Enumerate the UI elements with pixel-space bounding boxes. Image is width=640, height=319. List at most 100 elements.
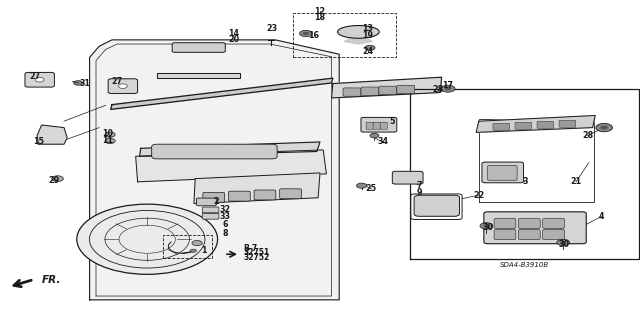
Text: 15: 15 xyxy=(33,137,44,146)
Circle shape xyxy=(596,123,612,132)
Circle shape xyxy=(303,32,309,35)
FancyBboxPatch shape xyxy=(482,162,524,183)
FancyBboxPatch shape xyxy=(361,117,397,132)
Circle shape xyxy=(370,133,379,138)
FancyBboxPatch shape xyxy=(108,79,138,93)
Circle shape xyxy=(77,204,218,274)
Circle shape xyxy=(365,45,375,50)
FancyBboxPatch shape xyxy=(203,192,225,202)
FancyBboxPatch shape xyxy=(280,189,301,199)
FancyBboxPatch shape xyxy=(228,191,250,201)
Circle shape xyxy=(484,225,489,227)
Text: 27: 27 xyxy=(111,77,123,86)
Text: 28: 28 xyxy=(582,131,593,140)
FancyBboxPatch shape xyxy=(392,171,423,184)
Text: 32: 32 xyxy=(220,205,231,214)
Text: 21: 21 xyxy=(570,177,582,186)
FancyBboxPatch shape xyxy=(493,123,509,130)
Text: 24: 24 xyxy=(362,47,374,56)
Text: 18: 18 xyxy=(314,13,326,22)
Circle shape xyxy=(356,183,367,188)
Polygon shape xyxy=(136,150,326,182)
Circle shape xyxy=(557,239,570,246)
Ellipse shape xyxy=(338,26,380,38)
FancyBboxPatch shape xyxy=(254,190,276,200)
Circle shape xyxy=(480,223,493,229)
FancyBboxPatch shape xyxy=(379,86,397,94)
Text: 34: 34 xyxy=(377,137,388,146)
Polygon shape xyxy=(344,39,372,44)
FancyBboxPatch shape xyxy=(543,219,564,228)
FancyBboxPatch shape xyxy=(25,72,54,87)
Text: 11: 11 xyxy=(102,137,113,145)
Circle shape xyxy=(561,241,566,244)
Text: 19: 19 xyxy=(362,31,374,40)
Text: 27: 27 xyxy=(29,72,41,81)
Text: 6: 6 xyxy=(223,220,228,229)
Text: 32752: 32752 xyxy=(243,253,269,262)
Text: 28: 28 xyxy=(433,85,444,94)
Text: 8: 8 xyxy=(223,229,228,238)
Text: 7: 7 xyxy=(417,181,422,189)
FancyBboxPatch shape xyxy=(537,121,554,128)
Text: 17: 17 xyxy=(442,81,454,90)
FancyBboxPatch shape xyxy=(343,88,361,96)
Text: 31: 31 xyxy=(79,79,91,88)
FancyBboxPatch shape xyxy=(414,195,460,216)
FancyBboxPatch shape xyxy=(518,230,540,240)
Text: 30: 30 xyxy=(482,223,493,232)
FancyBboxPatch shape xyxy=(152,144,277,159)
FancyBboxPatch shape xyxy=(196,198,216,206)
Polygon shape xyxy=(140,142,320,156)
FancyBboxPatch shape xyxy=(172,43,225,52)
Text: 14: 14 xyxy=(228,29,239,38)
FancyBboxPatch shape xyxy=(494,230,516,240)
FancyBboxPatch shape xyxy=(380,122,387,129)
Polygon shape xyxy=(37,125,67,144)
Text: 20: 20 xyxy=(228,35,239,44)
Text: 1: 1 xyxy=(201,246,206,255)
Text: FR.: FR. xyxy=(42,275,61,285)
Polygon shape xyxy=(90,40,339,300)
FancyBboxPatch shape xyxy=(202,207,219,213)
Circle shape xyxy=(600,126,608,130)
FancyBboxPatch shape xyxy=(397,85,415,93)
Circle shape xyxy=(105,132,115,137)
Polygon shape xyxy=(332,77,442,98)
Text: 5: 5 xyxy=(389,117,394,126)
FancyBboxPatch shape xyxy=(488,166,517,180)
FancyBboxPatch shape xyxy=(559,120,576,127)
FancyBboxPatch shape xyxy=(202,213,219,219)
Circle shape xyxy=(445,87,451,90)
FancyBboxPatch shape xyxy=(494,219,516,228)
FancyBboxPatch shape xyxy=(361,87,379,95)
Polygon shape xyxy=(157,73,240,78)
FancyBboxPatch shape xyxy=(366,122,373,129)
Polygon shape xyxy=(194,173,320,204)
Text: 2: 2 xyxy=(214,197,219,206)
Text: 10: 10 xyxy=(102,129,113,138)
FancyBboxPatch shape xyxy=(518,219,540,228)
Text: 22: 22 xyxy=(473,191,484,200)
Text: 16: 16 xyxy=(308,31,319,40)
Text: SDA4-B3910B: SDA4-B3910B xyxy=(500,263,549,268)
Text: 32751: 32751 xyxy=(243,248,269,257)
FancyBboxPatch shape xyxy=(543,230,564,240)
Text: 25: 25 xyxy=(365,184,377,193)
Circle shape xyxy=(105,138,115,144)
Polygon shape xyxy=(476,115,595,132)
Text: 13: 13 xyxy=(362,24,374,33)
FancyBboxPatch shape xyxy=(411,194,462,219)
Text: 12: 12 xyxy=(314,7,326,16)
Text: 33: 33 xyxy=(220,212,231,221)
FancyBboxPatch shape xyxy=(515,122,532,129)
Circle shape xyxy=(441,85,455,92)
Text: 23: 23 xyxy=(266,24,278,33)
Polygon shape xyxy=(111,78,333,109)
Circle shape xyxy=(300,30,312,37)
Circle shape xyxy=(118,84,127,88)
Circle shape xyxy=(35,78,44,82)
Circle shape xyxy=(52,176,63,182)
FancyBboxPatch shape xyxy=(373,122,380,129)
Text: B-7: B-7 xyxy=(243,244,257,253)
